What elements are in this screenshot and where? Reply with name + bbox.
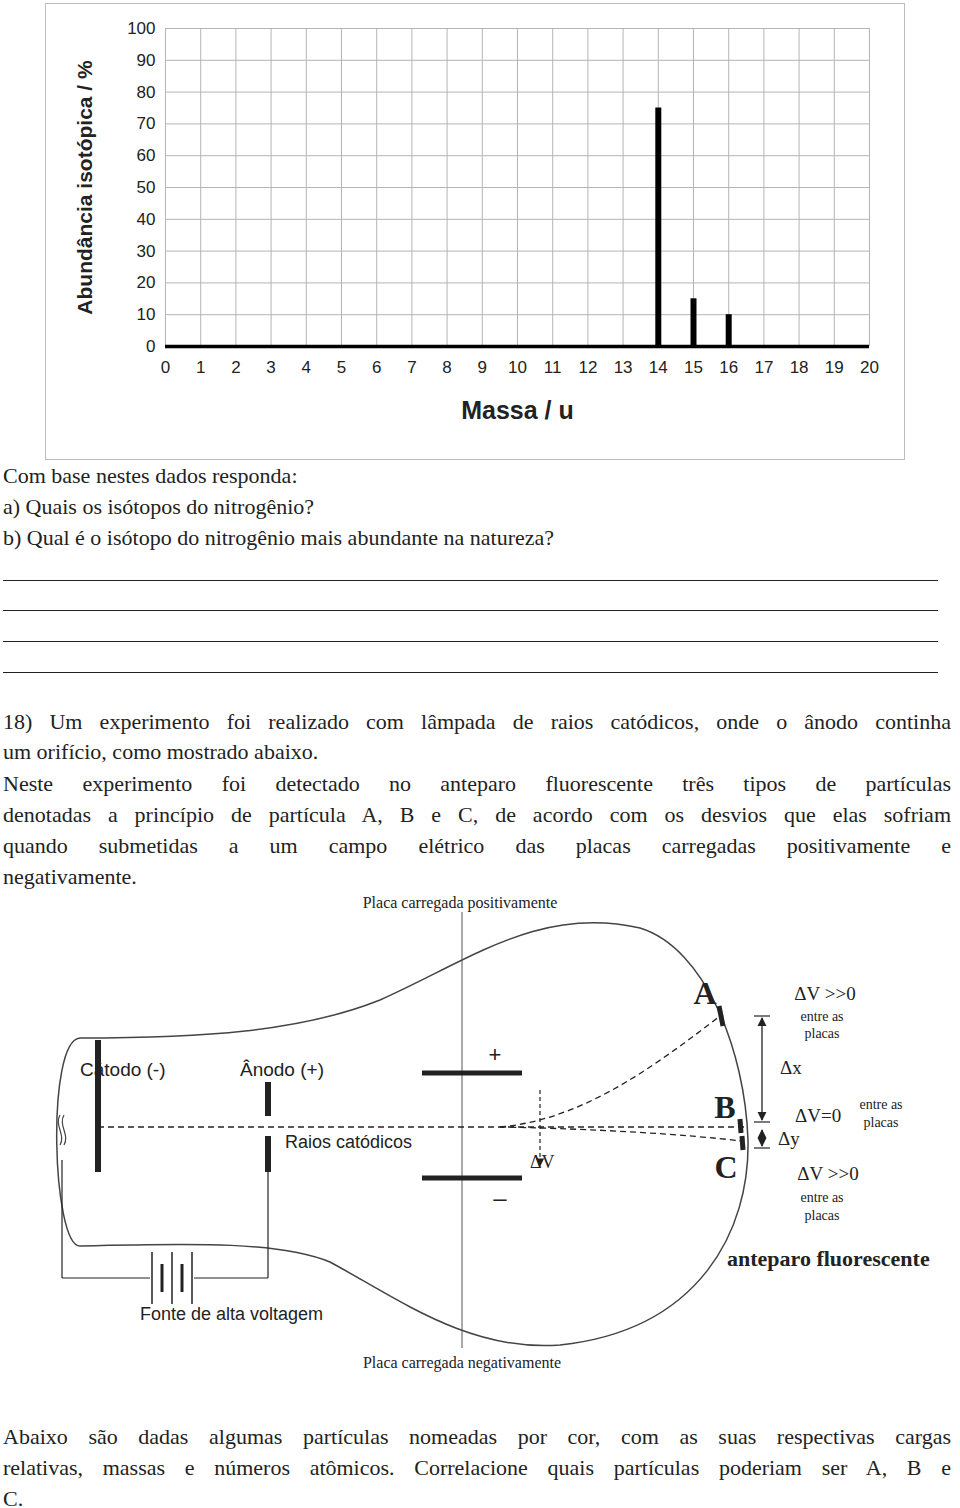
svg-text:B: B — [714, 1089, 735, 1125]
svg-text:12: 12 — [578, 358, 597, 377]
svg-text:Δx: Δx — [780, 1057, 802, 1078]
svg-text:8: 8 — [442, 358, 451, 377]
svg-text:50: 50 — [137, 178, 156, 197]
svg-text:0: 0 — [146, 337, 155, 356]
svg-text:+: + — [489, 1042, 502, 1067]
svg-text:9: 9 — [478, 358, 487, 377]
svg-text:entre as: entre as — [859, 1097, 902, 1112]
svg-text:40: 40 — [137, 210, 156, 229]
svg-text:A: A — [693, 975, 716, 1011]
svg-text:ΔV >>0: ΔV >>0 — [797, 1163, 858, 1184]
html-text:Abaixo são dadas algumas partí: Abaixo são dadas algumas partículas nome… — [3, 1424, 951, 1449]
svg-text:0: 0 — [161, 358, 170, 377]
svg-text:30: 30 — [137, 242, 156, 261]
svg-text:80: 80 — [137, 83, 156, 102]
html-text:relativas, massas e números at: relativas, massas e números atômicos. Co… — [3, 1455, 951, 1480]
svg-text:7: 7 — [407, 358, 416, 377]
html-text:quando submetidas a um campo e: quando submetidas a um campo elétrico da… — [3, 833, 951, 858]
html-text:18) Um experimento foi realiza: 18) Um experimento foi realizado com lâm… — [3, 709, 951, 734]
svg-text:4: 4 — [302, 358, 311, 377]
html-text:b) Qual é o isótopo do nitrogê: b) Qual é o isótopo do nitrogênio mais a… — [3, 525, 555, 550]
svg-text:100: 100 — [127, 19, 155, 38]
svg-text:19: 19 — [825, 358, 844, 377]
svg-text:Cátodo (-): Cátodo (-) — [80, 1059, 166, 1080]
html-text:Neste experimento foi detectad: Neste experimento foi detectado no antep… — [3, 771, 951, 796]
html-text:um orifício, como mostrado aba: um orifício, como mostrado abaixo. — [3, 739, 319, 764]
html-text:a) Quais os isótopos do nitrog: a) Quais os isótopos do nitrogênio? — [3, 494, 314, 519]
svg-text:3: 3 — [266, 358, 275, 377]
svg-text:Fonte de alta voltagem: Fonte de alta voltagem — [140, 1304, 323, 1324]
svg-text:16: 16 — [719, 358, 738, 377]
svg-text:Placa carregada positivamente: Placa carregada positivamente — [363, 894, 558, 912]
svg-text:C: C — [714, 1149, 737, 1185]
svg-text:placas: placas — [864, 1115, 899, 1130]
svg-text:13: 13 — [614, 358, 633, 377]
svg-text:Massa / u: Massa / u — [461, 396, 574, 424]
svg-text:ΔV >>0: ΔV >>0 — [794, 983, 855, 1004]
svg-text:entre as: entre as — [800, 1190, 843, 1205]
svg-text:10: 10 — [137, 305, 156, 324]
svg-text:60: 60 — [137, 146, 156, 165]
svg-text:placas: placas — [805, 1026, 840, 1041]
svg-text:anteparo fluorescente: anteparo fluorescente — [727, 1246, 930, 1271]
html-text:negativamente.: negativamente. — [3, 864, 137, 889]
svg-text:Placa carregada negativamente: Placa carregada negativamente — [363, 1354, 561, 1372]
svg-text:2: 2 — [231, 358, 240, 377]
svg-text:6: 6 — [372, 358, 381, 377]
svg-text:5: 5 — [337, 358, 346, 377]
svg-text:20: 20 — [137, 273, 156, 292]
svg-text:11: 11 — [544, 358, 562, 377]
svg-text:10: 10 — [508, 358, 527, 377]
svg-text:20: 20 — [860, 358, 879, 377]
svg-text:90: 90 — [137, 51, 156, 70]
svg-text:Δy: Δy — [778, 1128, 800, 1149]
svg-text:ΔV: ΔV — [530, 1152, 555, 1172]
svg-text:Ânodo (+): Ânodo (+) — [240, 1059, 324, 1080]
svg-text:entre as: entre as — [800, 1009, 843, 1024]
svg-text:70: 70 — [137, 114, 156, 133]
svg-text:Abundância isotópica / %: Abundância isotópica / % — [73, 60, 96, 315]
svg-text:Raios catódicos: Raios catódicos — [285, 1132, 412, 1152]
svg-text:15: 15 — [684, 358, 703, 377]
svg-text:1: 1 — [196, 358, 205, 377]
svg-text:17: 17 — [754, 358, 773, 377]
svg-text:ΔV=0: ΔV=0 — [795, 1105, 841, 1126]
svg-text:14: 14 — [649, 358, 668, 377]
html-text:denotadas a princípio de partí: denotadas a princípio de partícula A, B … — [3, 802, 951, 827]
svg-text:18: 18 — [790, 358, 809, 377]
html-text:Com base nestes dados responda: Com base nestes dados responda: — [3, 463, 298, 488]
svg-text:placas: placas — [805, 1208, 840, 1223]
svg-text:–: – — [493, 1184, 507, 1211]
